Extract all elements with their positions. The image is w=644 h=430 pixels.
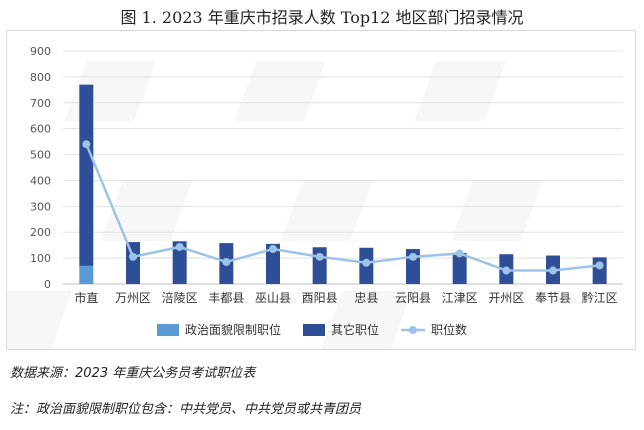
bar-restricted: [79, 265, 94, 284]
line-point: [82, 140, 91, 149]
bar-other: [592, 257, 607, 284]
bar-other: [452, 252, 467, 284]
x-tick-label: 酉阳县: [302, 291, 338, 305]
chart-canvas: 0 100 200 300 400 500 600 700 800 900 市直 万州区 涪陵区 丰都县…: [7, 45, 623, 349]
watermark: [7, 61, 543, 349]
x-tick-label: 涪陵区: [162, 290, 198, 305]
legend-label: 政治面貌限制职位: [185, 322, 281, 337]
footnote: 注：政治面貌限制职位包含：中共党员、中共党员或共青团员: [10, 402, 362, 417]
watermark-mark: [7, 291, 73, 349]
y-tick-label: 100: [30, 252, 51, 265]
line-point: [502, 266, 511, 275]
x-tick-label: 云阳县: [395, 291, 431, 305]
line-point: [315, 252, 324, 261]
grid-lines: [63, 50, 623, 285]
y-tick-label: 300: [30, 200, 51, 213]
line-point: [362, 258, 371, 267]
watermark-mark: [320, 291, 413, 349]
line-point: [409, 252, 417, 261]
x-tick-label: 忠县: [354, 291, 378, 305]
data-source-note: 数据来源：2023 年重庆公务员考试职位表: [10, 366, 256, 381]
y-tick-label: 0: [44, 278, 51, 291]
x-tick-label: 市直: [74, 290, 98, 305]
y-tick-label: 700: [30, 97, 51, 110]
line-series: [82, 140, 604, 275]
x-axis: 市直 万州区 涪陵区 丰都县 巫山县 酉阳县 忠县 云阳县 江津区 开州区 奉节县 黔江区: [74, 290, 617, 305]
line-path: [85, 143, 600, 272]
bar-other: [79, 84, 94, 266]
bar-other: [266, 243, 280, 284]
x-tick-label: 巫山县: [255, 291, 291, 305]
legend: 政治面貌限制职位 其它职位 职位数: [157, 322, 467, 337]
bar-other: [312, 247, 327, 284]
line-point: [595, 261, 604, 270]
legend-swatch: [303, 324, 325, 336]
bar-other: [126, 242, 140, 284]
chart-area: 0 100 200 300 400 500 600 700 800 900 市直 万州区 涪陵区 丰都县…: [6, 30, 636, 350]
line-point: [455, 249, 464, 258]
x-tick-label: 丰都县: [208, 291, 244, 305]
watermark-mark: [100, 181, 193, 241]
watermark-mark: [280, 181, 373, 241]
watermark-mark: [414, 61, 507, 121]
y-tick-label: 200: [30, 226, 51, 239]
y-tick-label: 800: [30, 71, 51, 84]
legend-marker: [409, 326, 417, 334]
x-tick-label: 万州区: [115, 291, 151, 305]
line-point: [549, 266, 557, 275]
watermark-mark: [450, 181, 543, 241]
y-tick-label: 400: [30, 174, 51, 187]
y-axis: 0 100 200 300 400 500 600 700 800 900: [30, 45, 51, 291]
y-tick-label: 500: [30, 149, 51, 162]
line-point: [269, 245, 277, 254]
line-point: [129, 252, 137, 261]
x-tick-label: 黔江区: [582, 290, 618, 305]
watermark-mark: [234, 61, 327, 121]
legend-label: 其它职位: [331, 322, 379, 337]
y-tick-label: 900: [30, 45, 51, 58]
y-tick-label: 600: [30, 123, 51, 136]
legend-swatch: [157, 324, 179, 336]
x-tick-label: 江津区: [442, 291, 478, 305]
legend-label: 职位数: [431, 322, 467, 337]
x-tick-label: 开州区: [488, 291, 524, 305]
bar-other: [172, 241, 187, 284]
bar-series: [79, 84, 607, 284]
line-point: [222, 257, 231, 266]
line-point: [175, 242, 184, 251]
x-tick-label: 奉节县: [535, 291, 571, 305]
watermark-mark: [64, 61, 157, 121]
chart-title: 图 1. 2023 年重庆市招录人数 Top12 地区部门招录情况: [120, 8, 524, 27]
